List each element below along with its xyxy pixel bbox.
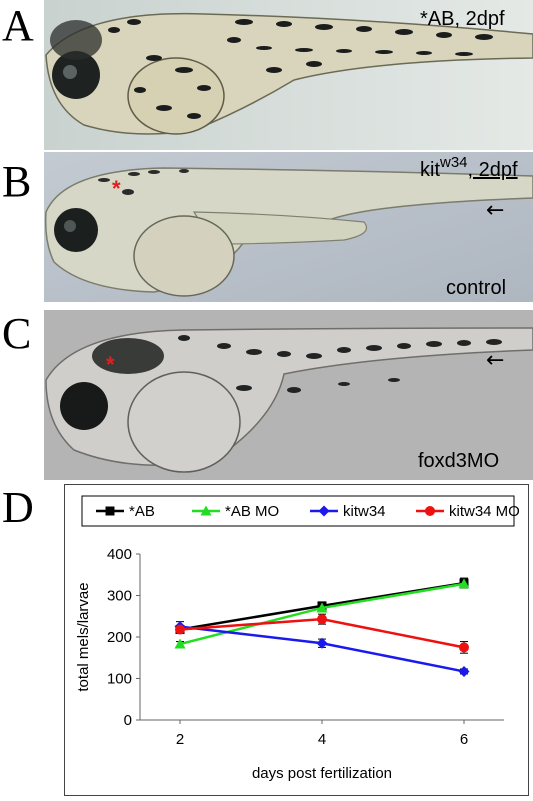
legend-marker-2 [318, 505, 330, 517]
panel-b-arrow-icon: ← [486, 198, 505, 223]
panel-b-letter: B [2, 157, 32, 206]
legend-marker-3 [425, 506, 435, 516]
y-tick-label: 300 [107, 588, 132, 605]
panel-c-photo [44, 310, 533, 480]
y-tick-label: 100 [107, 671, 132, 688]
legend-label-0: *AB [129, 503, 155, 520]
y-axis-title: total mels/larvae [75, 582, 92, 691]
data-point-3-2 [459, 642, 469, 653]
data-point-1-1 [316, 602, 328, 613]
panel-b-stage: , 2dpf [467, 159, 518, 181]
y-tick-label: 200 [107, 629, 132, 646]
panel-b-genotype: kit [420, 159, 440, 181]
x-tick-label: 2 [176, 731, 184, 748]
larva-b-image [44, 152, 533, 302]
panel-a-letter: A [2, 1, 34, 50]
panel-b-asterisk-marker: * [112, 176, 121, 201]
data-point-1-2 [458, 578, 470, 589]
x-tick-label: 4 [318, 731, 326, 748]
y-tick-label: 400 [107, 546, 132, 563]
x-tick-label: 6 [460, 731, 468, 748]
data-point-3-0 [175, 624, 185, 635]
y-tick-label: 0 [124, 712, 132, 729]
legend-marker-1 [200, 505, 212, 516]
legend-label-1: *AB MO [225, 503, 279, 520]
line-chart: 0 100 200 300 400 2 4 6 days post fertilization t… [64, 484, 529, 796]
panel-b-label-bottom: control [446, 277, 507, 299]
data-point-2-2 [458, 665, 470, 677]
panel-c-label-bottom: foxd3MO [418, 450, 500, 472]
panel-b-label-top: kitw34, 2dpf [420, 154, 518, 182]
data-point-1-0 [174, 638, 186, 649]
panel-b-genotype-sup: w34 [440, 154, 468, 171]
x-axis-title: days post fertilization [252, 765, 392, 782]
larva-a-image [44, 0, 533, 150]
data-point-2-1 [316, 637, 328, 649]
larva-c-image [44, 310, 533, 480]
panel-c-letter: C [2, 309, 32, 358]
panel-c-arrow-icon: ← [486, 348, 505, 373]
panel-b-photo [44, 152, 533, 302]
panel-a-label: *AB, 2dpf [420, 8, 505, 30]
legend-label-2: kitw34 [343, 503, 386, 520]
legend-label-3: kitw34 MO [449, 503, 520, 520]
panel-a-photo [44, 0, 533, 150]
panel-c-asterisk-marker: * [106, 352, 115, 377]
legend-marker-0 [105, 506, 115, 516]
panel-d-letter: D [2, 483, 34, 532]
chart-container: 0 100 200 300 400 2 4 6 days post fertilization t… [64, 484, 529, 796]
data-point-3-1 [317, 614, 327, 625]
